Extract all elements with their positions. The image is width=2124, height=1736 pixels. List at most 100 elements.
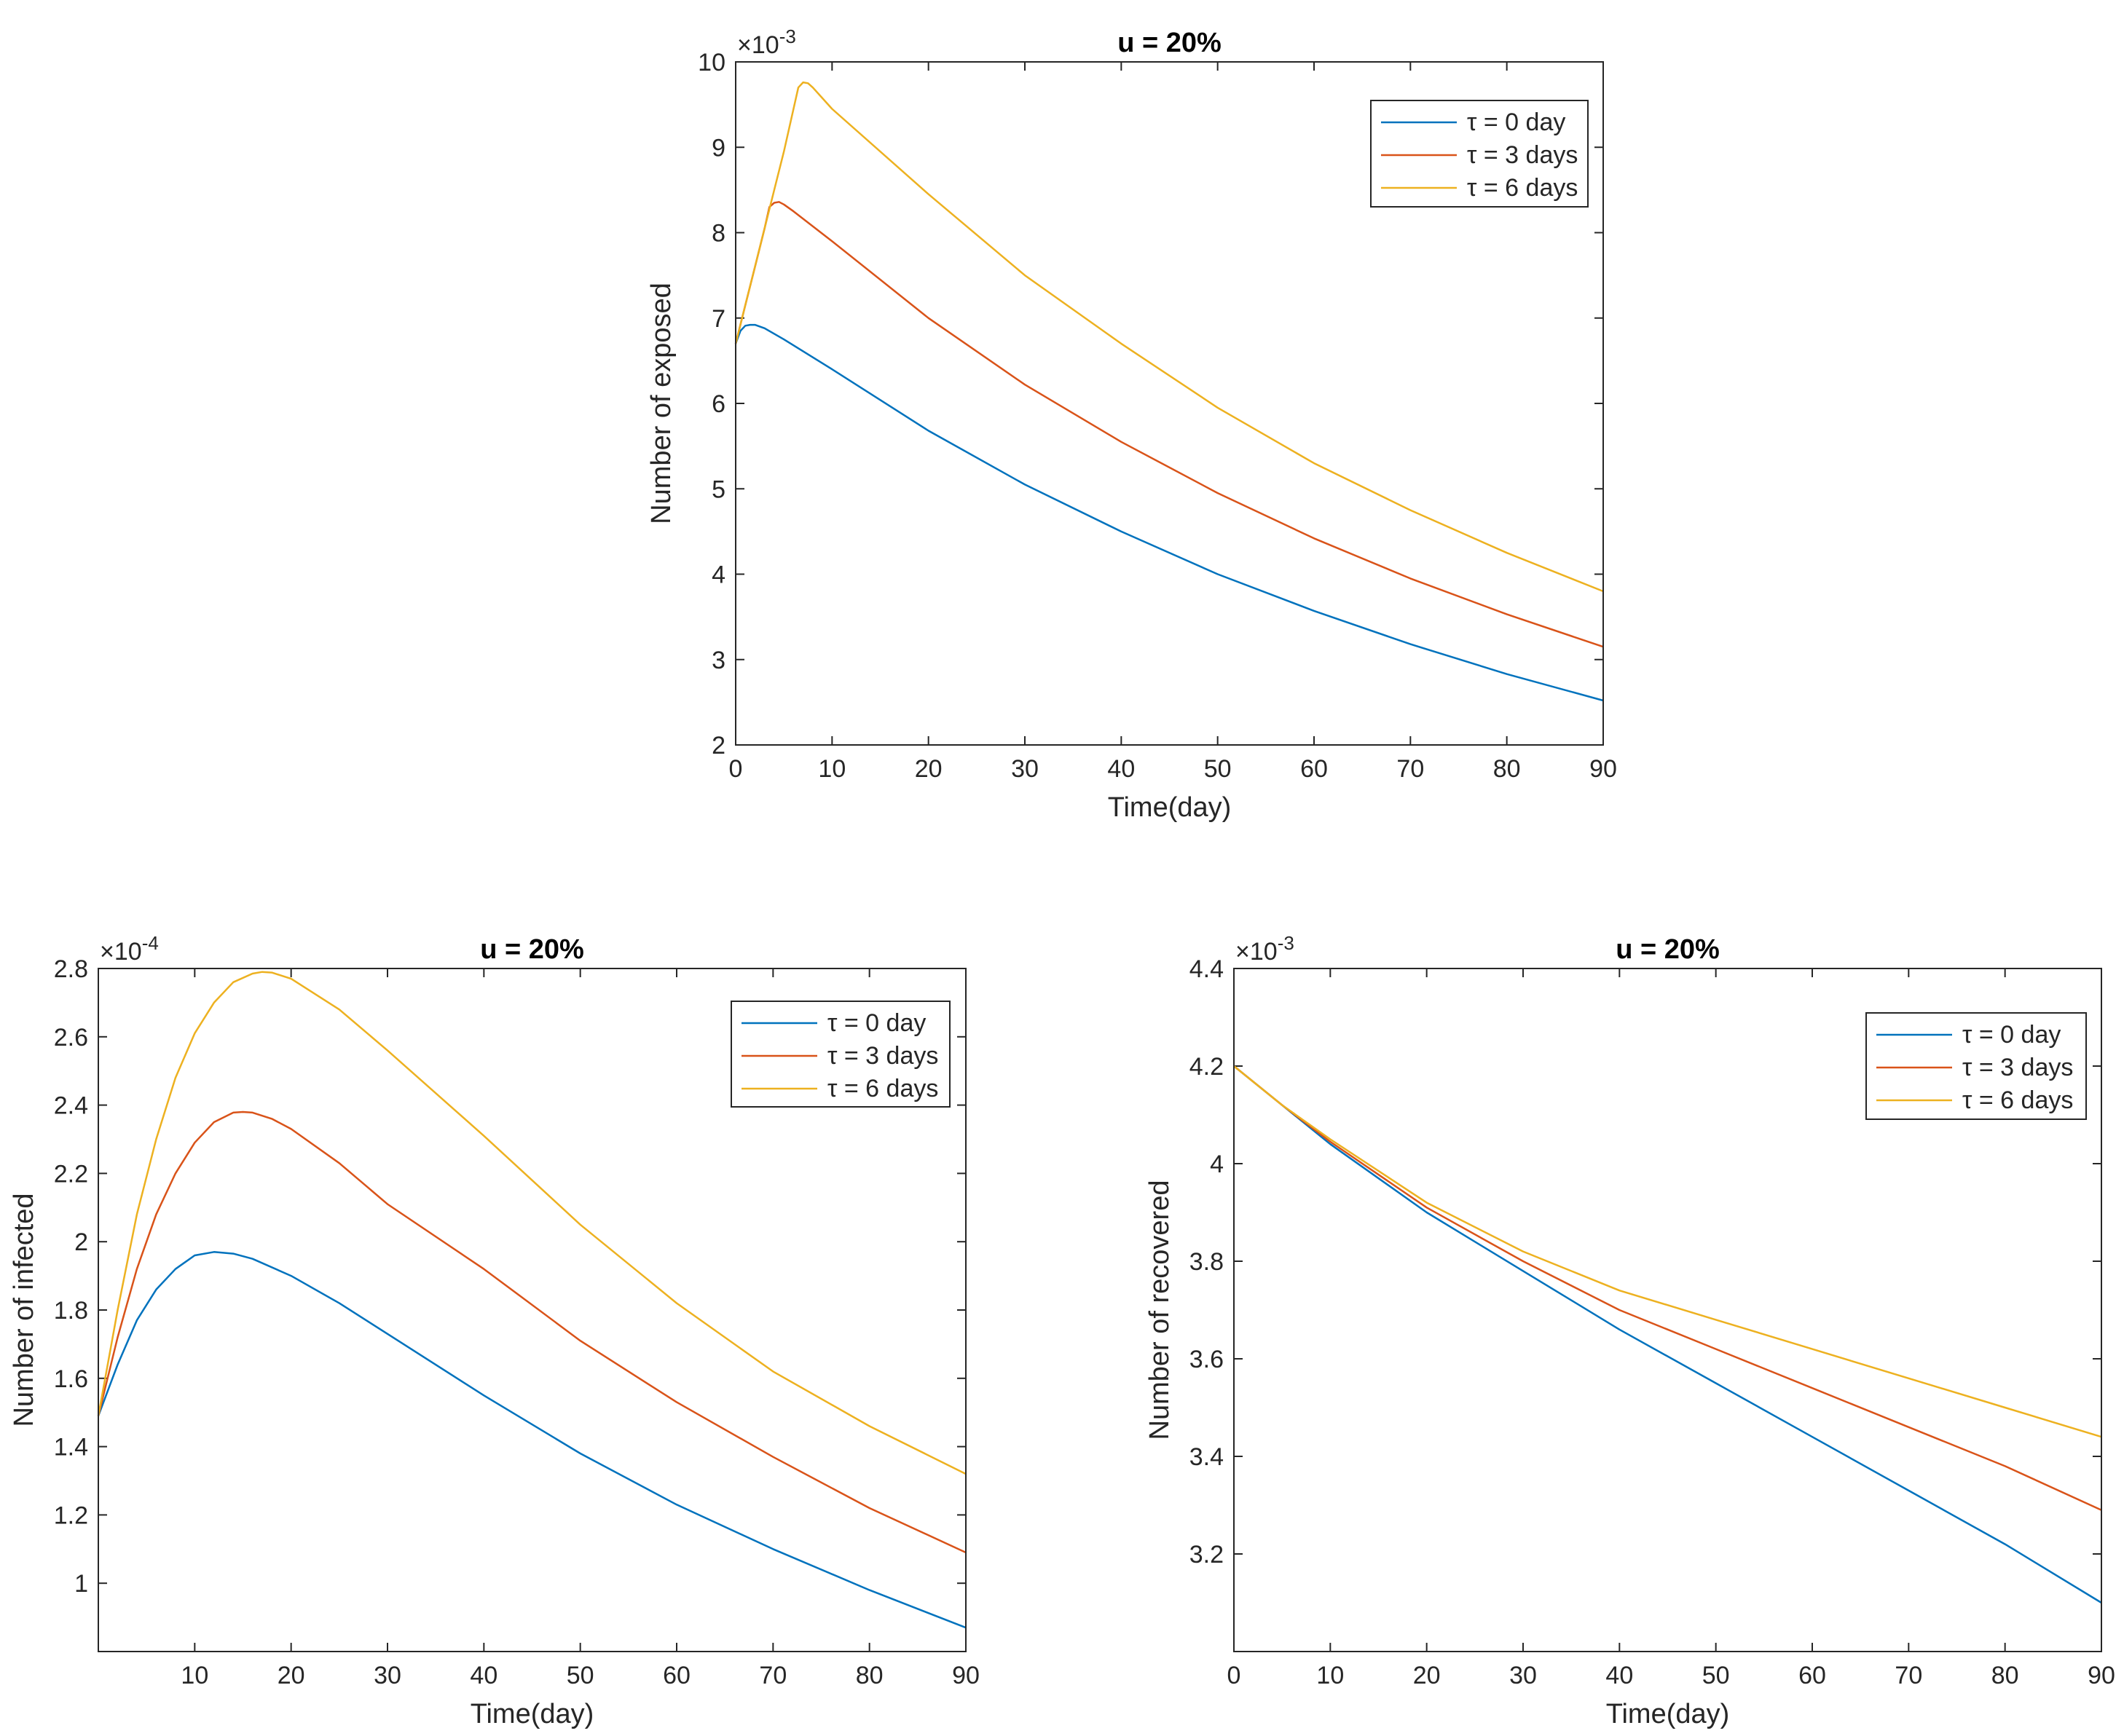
axis-exponent: ×10-3: [737, 25, 796, 59]
legend: τ = 0 day τ = 3 days τ = 6 days: [1865, 1012, 2087, 1120]
y-tick-label: 2.2: [54, 1160, 88, 1188]
axis-exponent-power: -3: [779, 25, 796, 47]
y-tick-label: 10: [698, 49, 725, 76]
y-tick-label: 1.8: [54, 1297, 88, 1325]
legend-label-0: τ = 0 day: [827, 1009, 926, 1037]
chart-recovered: 0 10 20 30 40 50 60 70 80 90 3.2 3.4 3.6 3.8 4 4.2 4.4 u …: [1144, 932, 2115, 1729]
x-tick-label: 10: [818, 755, 846, 783]
axis-exponent-base: ×10: [100, 938, 142, 966]
x-tick-label: 20: [1413, 1662, 1441, 1689]
series-line-0: [734, 323, 1604, 702]
x-tick-label: 30: [1011, 755, 1039, 783]
series-line-1: [1233, 1065, 2102, 1511]
legend-label-1: τ = 3 days: [1467, 141, 1578, 169]
x-tick-label: 50: [567, 1662, 594, 1689]
chart-title: u = 20%: [1117, 28, 1222, 58]
x-tick-label: 20: [915, 755, 943, 783]
legend-box: [1370, 100, 1589, 208]
y-tick-label: 4: [1210, 1151, 1224, 1178]
y-tick-label: 8: [712, 220, 725, 248]
x-tick-label: 50: [1702, 1662, 1730, 1689]
series-line-0: [1233, 1065, 2102, 1604]
legend-label-0: τ = 0 day: [1962, 1021, 2061, 1049]
legend-label-2: τ = 6 days: [827, 1075, 938, 1102]
y-tick-label: 3.2: [1189, 1541, 1224, 1569]
chart-exposed: 0 10 20 30 40 50 60 70 80 90 2 3 4 5 6 7 8 9 10 u = 20% ×10-…: [646, 25, 1617, 823]
x-tick-label: 30: [374, 1662, 401, 1689]
chart-title: u = 20%: [480, 934, 584, 965]
x-tick-label: 90: [2088, 1662, 2115, 1689]
y-axis-label: Number of recovered: [1144, 1180, 1175, 1440]
y-tick-label: 3.4: [1189, 1443, 1224, 1471]
y-tick-label: 4.2: [1189, 1053, 1224, 1081]
y-tick-label: 1.2: [54, 1502, 88, 1529]
axis-exponent-base: ×10: [737, 31, 779, 59]
legend-label-2: τ = 6 days: [1962, 1086, 2073, 1114]
chart-title: u = 20%: [1616, 934, 1720, 965]
x-tick-label: 70: [759, 1662, 787, 1689]
y-tick-label: 4: [712, 561, 725, 589]
x-tick-label: 30: [1509, 1662, 1537, 1689]
y-tick-label: 2.6: [54, 1024, 88, 1052]
y-tick-label: 1: [74, 1570, 88, 1598]
axis-exponent: ×10-3: [1235, 932, 1294, 966]
y-axis-label: Number of infected: [9, 1193, 39, 1427]
x-axis-label: Time(day): [1606, 1699, 1730, 1729]
x-tick-label: 60: [1300, 755, 1328, 783]
series-line-0: [97, 1251, 967, 1629]
y-tick-label: 9: [712, 134, 725, 162]
x-tick-label: 20: [278, 1662, 305, 1689]
series-line-1: [97, 1110, 967, 1554]
x-tick-label: 80: [1493, 755, 1521, 783]
x-tick-label: 40: [1605, 1662, 1633, 1689]
axes-box: [1233, 968, 2102, 1652]
x-tick-label: 70: [1895, 1662, 1922, 1689]
legend: τ = 0 day τ = 3 days τ = 6 days: [1370, 100, 1589, 208]
x-tick-label: 60: [663, 1662, 691, 1689]
y-tick-label: 3: [712, 647, 725, 674]
y-tick-label: 3.6: [1189, 1346, 1224, 1373]
y-tick-label: 2: [74, 1228, 88, 1256]
x-axis-label: Time(day): [1108, 792, 1232, 823]
axis-exponent-base: ×10: [1235, 938, 1278, 966]
legend-box: [1865, 1012, 2087, 1120]
axes-box: [98, 968, 967, 1652]
x-tick-label: 0: [1227, 1662, 1241, 1689]
legend-label-1: τ = 3 days: [1962, 1054, 2073, 1081]
y-tick-label: 1.4: [54, 1434, 88, 1461]
y-tick-label: 6: [712, 390, 725, 418]
y-tick-label: 1.6: [54, 1365, 88, 1393]
x-axis-label: Time(day): [471, 1699, 594, 1729]
y-tick-label: 5: [712, 476, 725, 503]
x-tick-label: 10: [1316, 1662, 1344, 1689]
y-tick-label: 2.4: [54, 1092, 88, 1120]
legend: τ = 0 day τ = 3 days τ = 6 days: [731, 1001, 951, 1108]
x-tick-label: 90: [1589, 755, 1617, 783]
legend-label-1: τ = 3 days: [827, 1042, 938, 1070]
x-tick-label: 40: [470, 1662, 497, 1689]
x-tick-label: 10: [181, 1662, 208, 1689]
legend-label-0: τ = 0 day: [1467, 108, 1565, 136]
series-line-2: [734, 81, 1604, 593]
y-tick-label: 2.8: [54, 955, 88, 983]
axis-exponent-power: -4: [142, 932, 159, 954]
x-tick-label: 60: [1798, 1662, 1826, 1689]
axes-box: [735, 61, 1604, 746]
x-tick-label: 40: [1107, 755, 1135, 783]
x-tick-label: 80: [1991, 1662, 2019, 1689]
y-axis-label: Number of exposed: [646, 283, 677, 524]
x-tick-label: 50: [1204, 755, 1232, 783]
chart-infected: 10 20 30 40 50 60 70 80 90 1 1.2 1.4 1.6 1.8 2 2.2 2.4 2.…: [9, 932, 980, 1729]
y-tick-label: 7: [712, 305, 725, 333]
axis-exponent-power: -3: [1278, 932, 1294, 954]
legend-label-2: τ = 6 days: [1467, 174, 1578, 202]
series-line-2: [1233, 1065, 2102, 1438]
y-tick-label: 4.4: [1189, 955, 1224, 983]
y-tick-label: 2: [712, 732, 725, 760]
x-tick-label: 70: [1396, 755, 1424, 783]
y-tick-label: 3.8: [1189, 1248, 1224, 1276]
series-line-2: [97, 971, 967, 1475]
axis-exponent: ×10-4: [100, 932, 159, 966]
x-tick-label: 90: [952, 1662, 980, 1689]
